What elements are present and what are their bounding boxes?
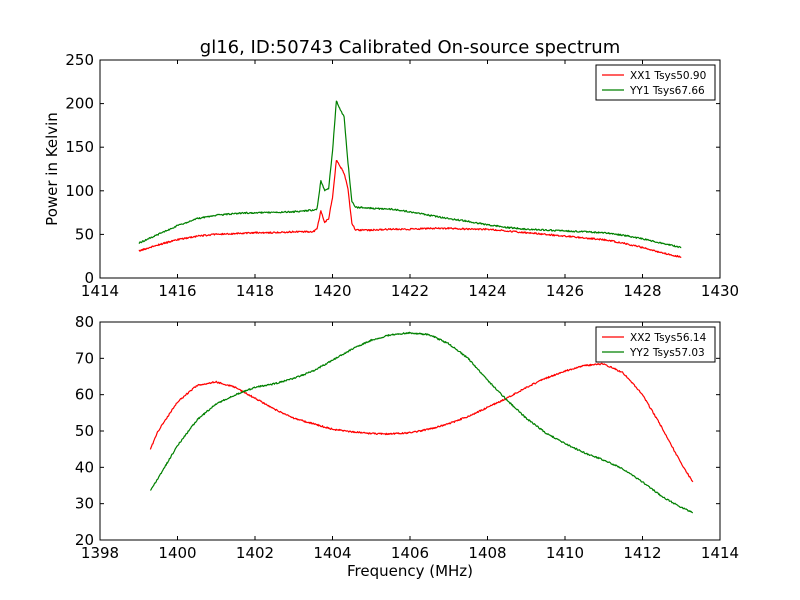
x-axis-label: Frequency (MHz) — [347, 562, 473, 580]
x-tick-label: 1418 — [236, 282, 274, 300]
x-tick-label: 1408 — [468, 544, 506, 562]
top-panel: 1414 1416 1418 1420 1422 1424 1426 1428 1430 0 50 1… — [43, 51, 739, 300]
x-tick-label: 1406 — [391, 544, 429, 562]
x-tick-label: 1404 — [313, 544, 351, 562]
y-tick-label: 250 — [65, 51, 94, 69]
legend-entry: YY1 Tsys67.66 — [629, 85, 705, 97]
y-tick-label: 40 — [75, 458, 94, 476]
y-tick-label: 100 — [65, 182, 94, 200]
y-tick-label: 30 — [75, 495, 94, 513]
legend-box — [595, 64, 716, 101]
series-line-xx1 — [138, 159, 682, 258]
series-line-yy1 — [138, 100, 682, 249]
legend-box — [595, 326, 716, 363]
x-tick-label: 1414 — [701, 544, 739, 562]
y-tick-label: 60 — [75, 386, 94, 404]
y-tick-label: 80 — [75, 313, 94, 331]
legend-entry: XX1 Tsys50.90 — [630, 70, 706, 82]
x-tick-label: 1426 — [546, 282, 584, 300]
y-tick-label: 200 — [65, 95, 94, 113]
x-tick-label: 1402 — [236, 544, 274, 562]
y-tick-label: 50 — [75, 225, 94, 243]
x-tick-label: 1430 — [701, 282, 739, 300]
x-tick-label: 1420 — [313, 282, 351, 300]
y-tick-label: 20 — [75, 531, 94, 549]
x-tick-label: 1412 — [623, 544, 661, 562]
series-line-xx2 — [149, 362, 694, 483]
series-line-yy2 — [149, 331, 694, 514]
bottom-panel: 1398 1400 1402 1404 1406 1408 1410 1412 1414 20 30… — [75, 313, 739, 580]
x-tick-label: 1414 — [81, 282, 119, 300]
legend-entry: XX2 Tsys56.14 — [630, 332, 707, 344]
x-tick-label: 1398 — [81, 544, 119, 562]
y-axis-label: Power in Kelvin — [43, 112, 61, 226]
legend: XX2 Tsys56.14 YY2 Tsys57.03 — [595, 326, 716, 363]
x-tick-label: 1400 — [158, 544, 196, 562]
x-tick-label: 1416 — [158, 282, 196, 300]
y-tick-label: 150 — [65, 138, 94, 156]
legend: XX1 Tsys50.90 YY1 Tsys67.66 — [595, 64, 716, 101]
x-tick-label: 1424 — [468, 282, 506, 300]
x-tick-label: 1410 — [546, 544, 584, 562]
chart-title: gl16, ID:50743 Calibrated On-source spec… — [200, 37, 620, 58]
y-tick-label: 0 — [84, 269, 94, 287]
y-tick-label: 70 — [75, 349, 94, 367]
x-tick-label: 1428 — [623, 282, 661, 300]
y-tick-label: 50 — [75, 422, 94, 440]
x-tick-label: 1422 — [391, 282, 429, 300]
legend-entry: YY2 Tsys57.03 — [629, 347, 705, 359]
